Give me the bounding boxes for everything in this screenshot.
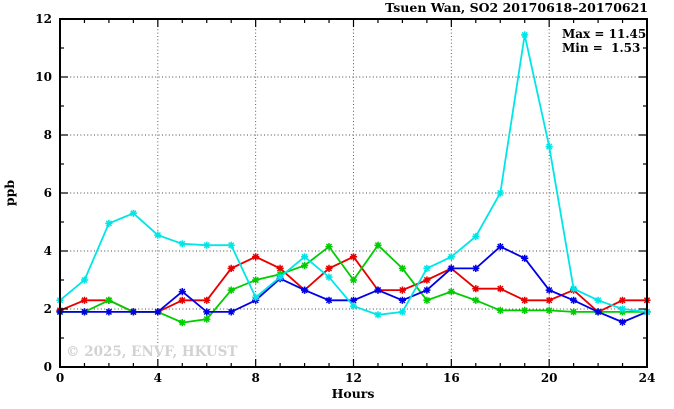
- y-axis-tick-labels: 0 2 4 6 8 10 12: [35, 12, 52, 374]
- grid-lines: [60, 19, 647, 367]
- x-tick-label: 24: [639, 371, 656, 385]
- x-tick-label: 0: [56, 371, 64, 385]
- series-blue: [56, 243, 651, 326]
- max-value-label: Max = 11.45: [562, 27, 646, 41]
- y-tick-label: 2: [44, 302, 52, 316]
- x-tick-label: 12: [345, 371, 362, 385]
- x-tick-label: 4: [154, 371, 162, 385]
- copyright-watermark: © 2025, ENVF, HKUST: [66, 344, 237, 360]
- y-tick-label: 6: [44, 186, 52, 200]
- x-tick-label: 8: [251, 371, 259, 385]
- y-tick-label: 8: [44, 128, 52, 142]
- y-axis-label: ppb: [2, 180, 17, 206]
- y-tick-label: 4: [44, 244, 52, 258]
- x-tick-label: 20: [541, 371, 558, 385]
- axis-ticks: [59, 18, 648, 368]
- data-series: [56, 31, 651, 327]
- min-value-label: Min = 1.53: [562, 41, 640, 55]
- chart-title: Tsuen Wan, SO2 20170618–20170621: [385, 0, 648, 15]
- y-tick-label: 12: [35, 12, 52, 26]
- y-tick-label: 0: [44, 360, 52, 374]
- x-tick-label: 16: [443, 371, 460, 385]
- x-axis-tick-labels: 0 4 8 12 16 20 24: [56, 371, 656, 385]
- y-tick-label: 10: [35, 70, 52, 84]
- x-axis-label: Hours: [332, 386, 375, 401]
